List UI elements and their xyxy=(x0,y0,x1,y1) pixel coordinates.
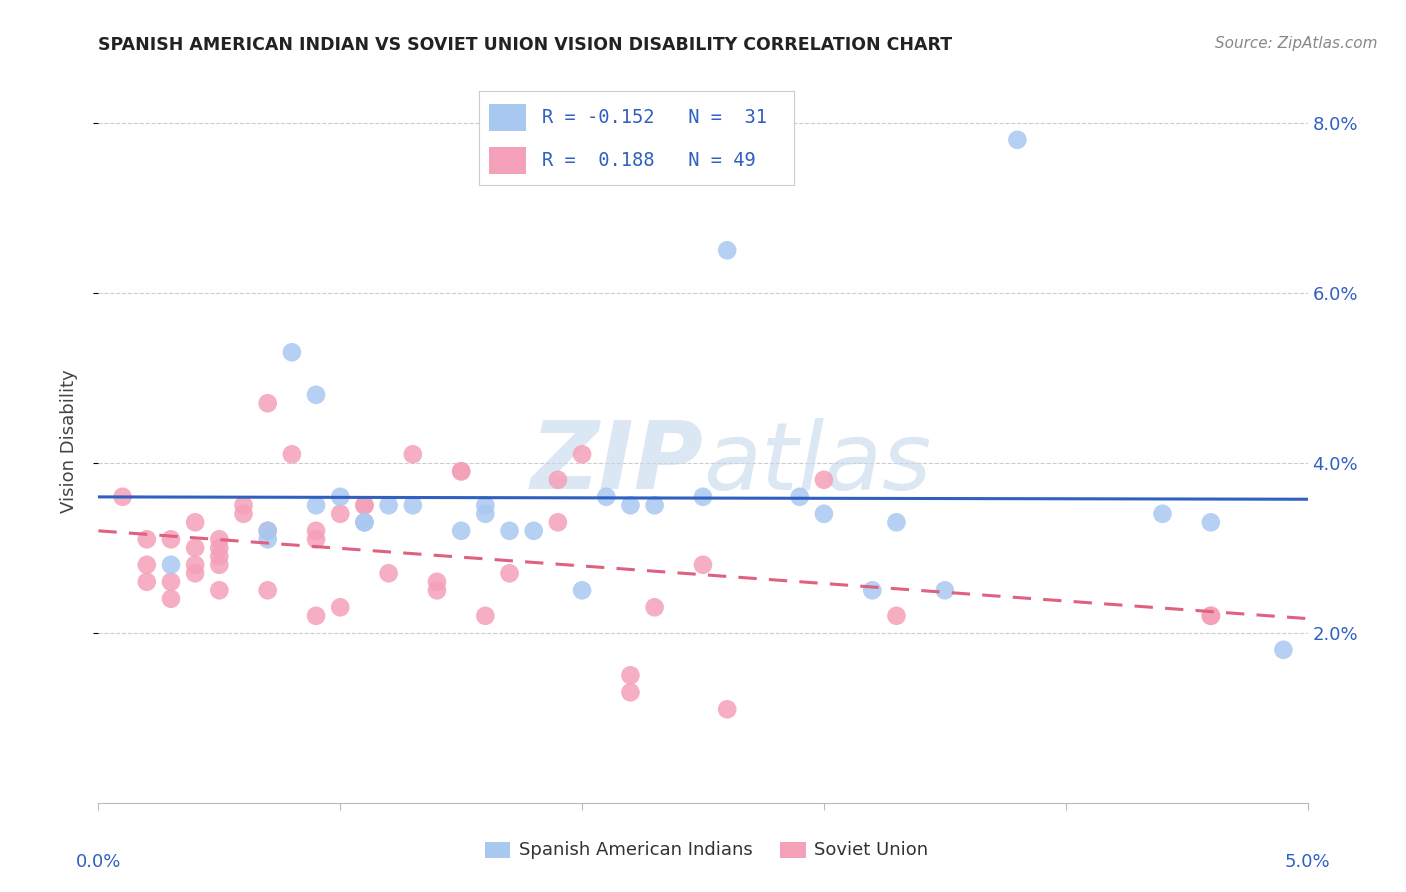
Text: atlas: atlas xyxy=(703,417,931,508)
Point xyxy=(547,516,569,530)
Point xyxy=(813,507,835,521)
Point xyxy=(692,490,714,504)
Text: SPANISH AMERICAN INDIAN VS SOVIET UNION VISION DISABILITY CORRELATION CHART: SPANISH AMERICAN INDIAN VS SOVIET UNION … xyxy=(98,36,952,54)
Point xyxy=(692,558,714,572)
Point xyxy=(886,516,908,530)
Point xyxy=(208,541,231,555)
Point xyxy=(208,549,231,564)
Point xyxy=(450,464,472,478)
Point xyxy=(135,558,157,572)
Point xyxy=(474,498,496,512)
Point xyxy=(377,566,399,581)
Point xyxy=(232,507,254,521)
Point xyxy=(305,608,328,623)
Point xyxy=(329,600,352,615)
Point xyxy=(1199,516,1222,530)
Point xyxy=(1272,642,1295,657)
Point xyxy=(498,566,520,581)
Point xyxy=(281,447,304,461)
Point xyxy=(353,516,375,530)
Point xyxy=(184,516,207,530)
Point xyxy=(402,498,425,512)
Point xyxy=(571,447,593,461)
Point xyxy=(426,583,449,598)
Point xyxy=(135,533,157,547)
Point xyxy=(160,574,183,589)
Point xyxy=(256,524,278,538)
Point xyxy=(450,524,472,538)
Point xyxy=(1199,608,1222,623)
Point xyxy=(305,388,328,402)
Point xyxy=(547,473,569,487)
Text: Source: ZipAtlas.com: Source: ZipAtlas.com xyxy=(1215,36,1378,51)
Point xyxy=(886,608,908,623)
Point xyxy=(135,574,157,589)
Point xyxy=(184,541,207,555)
Point xyxy=(813,473,835,487)
Point xyxy=(256,396,278,410)
Point xyxy=(208,533,231,547)
Point xyxy=(619,668,641,682)
Point xyxy=(329,507,352,521)
Point xyxy=(111,490,134,504)
Y-axis label: Vision Disability: Vision Disability xyxy=(59,369,77,514)
Point xyxy=(402,447,425,461)
Point xyxy=(305,498,328,512)
Point xyxy=(860,583,883,598)
Point xyxy=(426,574,449,589)
Point xyxy=(595,490,617,504)
Point xyxy=(644,600,666,615)
Point xyxy=(619,685,641,699)
Point xyxy=(208,583,231,598)
Point xyxy=(353,516,375,530)
Point xyxy=(184,566,207,581)
Point xyxy=(789,490,811,504)
Point xyxy=(377,498,399,512)
Text: Spanish American Indians: Spanish American Indians xyxy=(519,841,752,859)
Point xyxy=(523,524,546,538)
Point xyxy=(353,498,375,512)
Point xyxy=(281,345,304,359)
Point xyxy=(571,583,593,598)
Point xyxy=(450,464,472,478)
Point xyxy=(256,533,278,547)
Point xyxy=(498,524,520,538)
Point xyxy=(1007,133,1029,147)
Text: Soviet Union: Soviet Union xyxy=(814,841,928,859)
Point xyxy=(619,498,641,512)
Point xyxy=(644,498,666,512)
Point xyxy=(1199,608,1222,623)
Point xyxy=(329,490,352,504)
Point xyxy=(716,244,738,258)
Point xyxy=(160,558,183,572)
Point xyxy=(232,498,254,512)
Point xyxy=(474,507,496,521)
Point xyxy=(1152,507,1174,521)
Point xyxy=(160,533,183,547)
Point xyxy=(305,533,328,547)
Point xyxy=(256,524,278,538)
Point xyxy=(305,524,328,538)
Text: ZIP: ZIP xyxy=(530,417,703,509)
Point xyxy=(208,558,231,572)
Text: 5.0%: 5.0% xyxy=(1285,854,1330,871)
Point xyxy=(256,583,278,598)
Text: 0.0%: 0.0% xyxy=(76,854,121,871)
Point xyxy=(934,583,956,598)
Point xyxy=(353,498,375,512)
Point xyxy=(184,558,207,572)
Point xyxy=(716,702,738,716)
Point xyxy=(160,591,183,606)
Point xyxy=(474,608,496,623)
